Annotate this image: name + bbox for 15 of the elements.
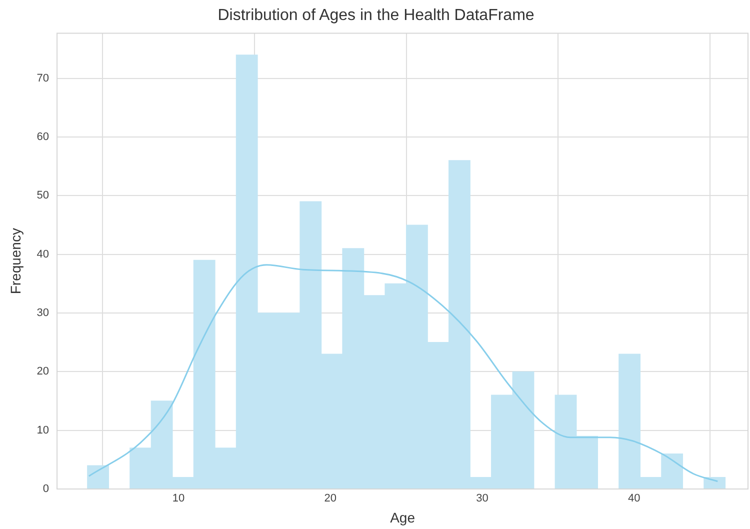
x-tick-label: 40: [628, 492, 640, 505]
y-axis-title: Frequency: [7, 228, 24, 294]
y-tick-label: 0: [42, 483, 50, 496]
y-tick-label: 30: [36, 307, 50, 320]
y-tick-label: 10: [36, 424, 50, 436]
x-axis-title: Age: [390, 509, 416, 526]
y-tick-label: 20: [36, 366, 50, 378]
x-tick-label: 30: [476, 492, 488, 505]
y-tick-label: 60: [36, 131, 50, 144]
y-tick-label: 70: [36, 72, 50, 84]
y-tick-label: 40: [36, 248, 50, 260]
x-tick-label: 20: [324, 492, 337, 505]
y-tick-label: 50: [36, 190, 50, 202]
chart-title: Distribution of Ages in the Health DataFrame: [218, 7, 534, 24]
x-tick-label: 10: [172, 492, 185, 505]
